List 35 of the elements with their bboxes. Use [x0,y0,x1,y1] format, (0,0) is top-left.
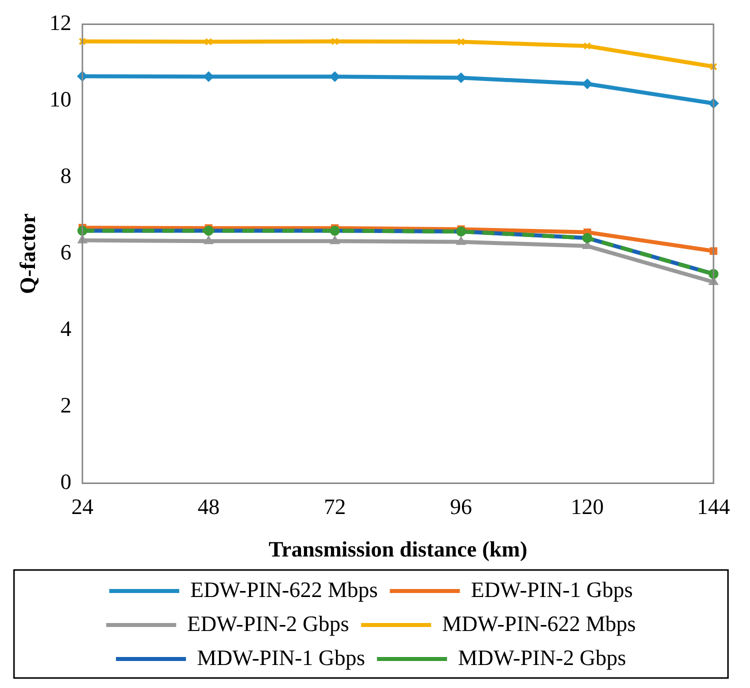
point [204,236,214,244]
point [456,236,466,245]
point [204,72,214,82]
point [456,72,466,83]
point [204,38,212,46]
legend-label: EDW-PIN-1 Gbps [470,576,633,602]
point [330,236,340,244]
x-tick-label: 96 [450,494,472,520]
x-tick-label: 120 [570,494,604,520]
y-tick-label: 0 [60,468,72,494]
x-tick-label: 48 [198,494,220,520]
point [457,38,465,46]
y-tick-label: 12 [49,10,72,35]
x-axis-title: Transmission distance (km) [268,536,528,562]
point [331,38,339,46]
x-tick-label: 24 [71,494,94,520]
point [582,78,592,89]
y-axis-title: Q-factor [14,213,40,294]
y-tick-label: 10 [49,86,72,112]
point [710,62,718,70]
point [330,72,340,82]
x-tick-label: 144 [697,494,730,520]
legend-label: EDW-PIN-622 Mbps [190,576,378,602]
y-tick-label: 4 [60,316,72,341]
point [583,42,592,50]
y-tick-label: 8 [60,162,72,188]
legend-label: MDW-PIN-2 Gbps [458,644,626,670]
y-tick-label: 2 [60,392,72,418]
legend-label: MDW-PIN-1 Gbps [196,644,366,670]
point [710,247,718,255]
point [78,38,86,46]
legend-label: EDW-PIN-2 Gbps [187,610,350,636]
legend-label: MDW-PIN-622 Mbps [442,610,636,636]
y-tick-label: 6 [60,239,72,264]
x-tick-label: 72 [324,494,346,520]
